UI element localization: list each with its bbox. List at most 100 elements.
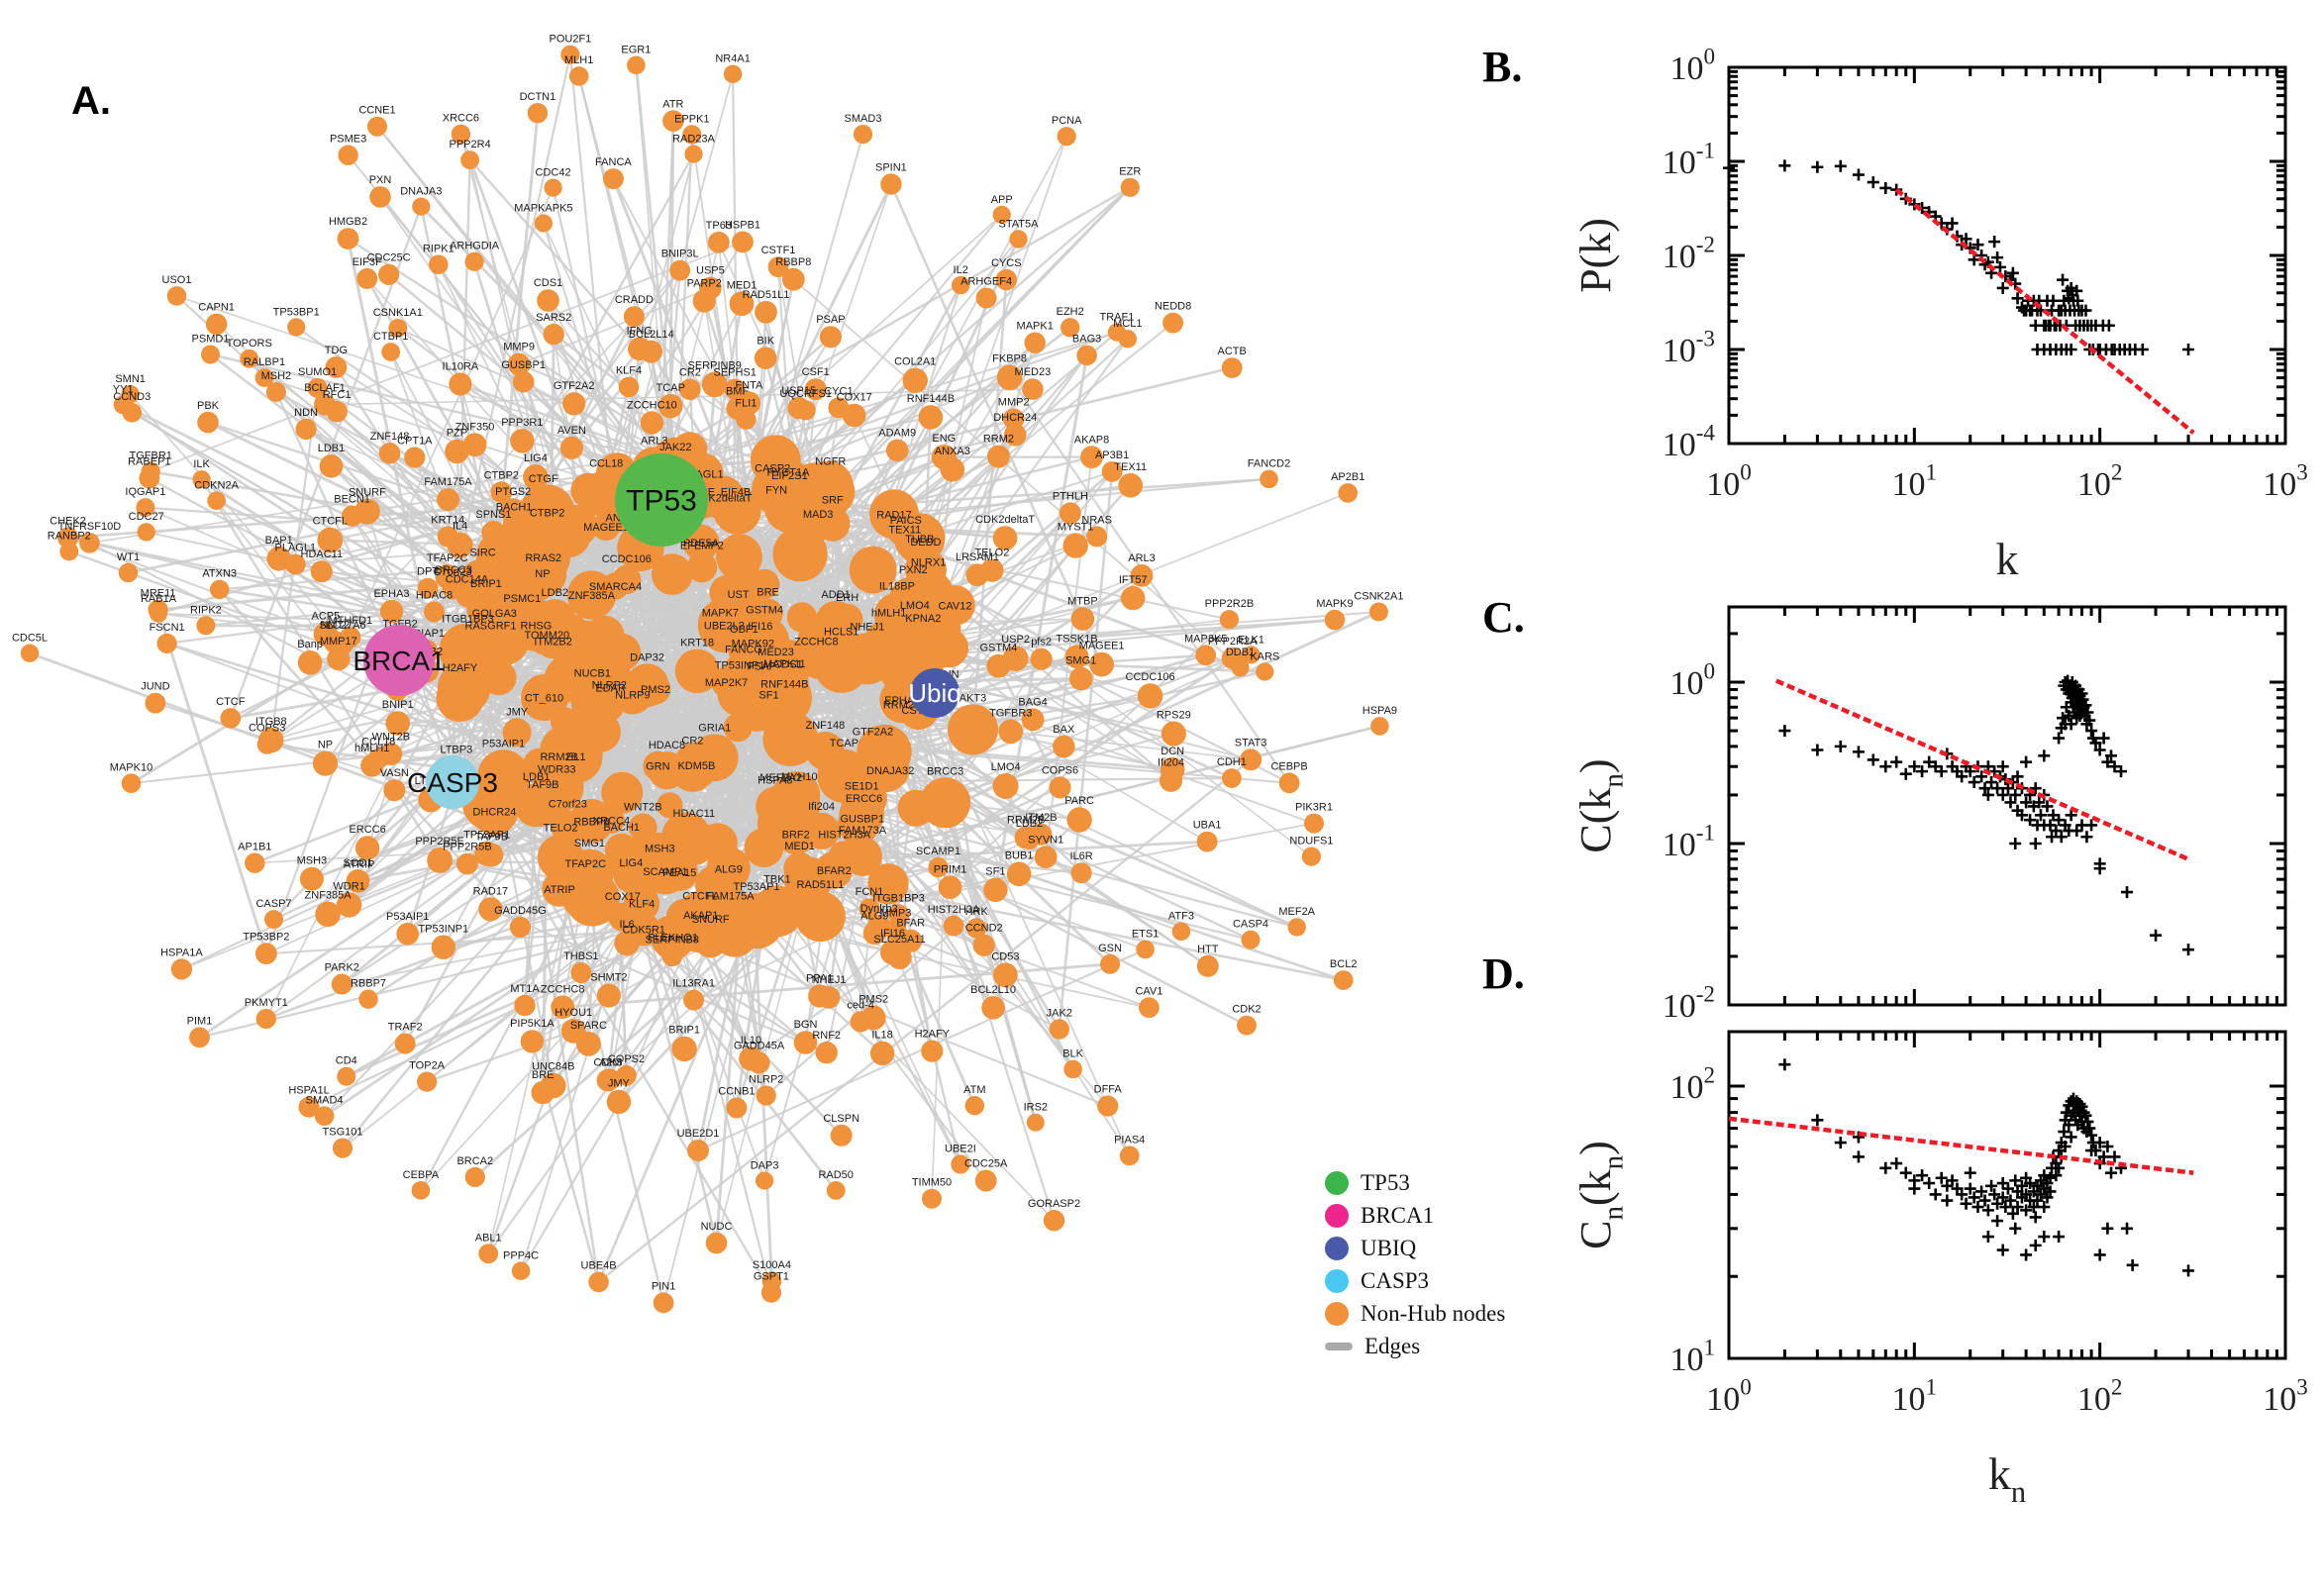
network-node <box>310 560 333 583</box>
network-node <box>388 319 408 338</box>
gene-label: GUSBP1 <box>501 359 546 371</box>
network-node <box>150 604 167 623</box>
network-node <box>192 470 211 489</box>
gene-label: HRK <box>965 906 989 918</box>
gene-label: RAD51L1 <box>743 289 790 301</box>
gene-label: WDR1 <box>333 880 364 892</box>
gene-label: DEDD <box>910 537 941 549</box>
panel-d-label: D. <box>1482 949 1525 998</box>
network-node <box>886 511 923 548</box>
gene-label: TP53AP1 <box>463 830 510 842</box>
gene-label: KLF4 <box>616 365 642 377</box>
gene-label: hMLH1 <box>871 607 906 619</box>
network-node <box>523 464 549 490</box>
network-hubs: TP53 BRCA1 CASP3 Ubiq <box>353 453 961 809</box>
gene-label: BACH1 <box>496 502 533 514</box>
gene-label: CCNB1 <box>718 1086 755 1098</box>
network-node <box>445 439 469 464</box>
network-node <box>381 343 401 361</box>
hub-casp3: CASP3 <box>407 755 498 809</box>
gene-label: GUSBP1 <box>840 814 884 826</box>
gene-label: FANCG <box>725 645 762 656</box>
gene-label: PRIM1 <box>934 863 967 875</box>
gene-label: NDUFS1 <box>1289 836 1333 848</box>
network-node <box>772 771 821 820</box>
gene-label: RASGRF1 <box>465 621 517 633</box>
brca1-dot-icon <box>1325 1204 1349 1228</box>
network-node <box>998 719 1023 745</box>
gene-label: LMO4 <box>991 761 1021 773</box>
gene-label: ELK1 <box>1238 634 1264 646</box>
gene-label: HSPA1L <box>288 1085 329 1097</box>
network-node <box>885 439 909 462</box>
gene-label: UQCRFS1 <box>779 388 832 400</box>
gene-label: CSNK1A1 <box>373 307 423 319</box>
gene-label: CCDC106 <box>1126 671 1175 683</box>
gene-label: KRT18 <box>680 638 714 649</box>
network-node <box>520 1030 545 1053</box>
gene-label: USP5 <box>696 265 725 277</box>
network-node <box>431 935 455 959</box>
gene-label: CCND3 <box>113 391 151 403</box>
network-node <box>254 368 274 387</box>
gene-label: GADD45G <box>494 905 547 917</box>
network-node <box>972 934 995 956</box>
network-node <box>1160 756 1185 782</box>
gene-label: ARHGEF4 <box>960 276 1012 288</box>
network-node <box>460 150 479 170</box>
network-node <box>921 1040 944 1062</box>
gene-label: TOMM20 <box>524 630 569 642</box>
gene-label: AKT3 <box>960 692 987 704</box>
network-node <box>336 892 362 918</box>
gene-label: CTBP2 <box>530 508 564 520</box>
network-node <box>671 1036 697 1062</box>
gene-label: FAM175A <box>424 476 472 488</box>
network-node <box>1222 768 1242 788</box>
gene-label: DDB1 <box>1226 647 1255 658</box>
network-node <box>1021 708 1045 732</box>
gene-label: HDAC8 <box>649 740 685 751</box>
axis-label: Cn(kn) <box>1571 1141 1629 1249</box>
gene-label: BRF2 <box>782 830 810 842</box>
gene-label: MCL1 <box>1113 318 1142 330</box>
gene-label: IFI16 <box>880 928 905 940</box>
network-node <box>711 910 758 957</box>
network-node <box>760 1282 782 1303</box>
gene-label: RNF144B <box>760 678 808 690</box>
gene-label: DPT <box>417 566 439 578</box>
network-node <box>826 1181 846 1200</box>
gene-label: BCLAF1 <box>304 382 346 394</box>
gene-label: APP <box>991 194 1013 206</box>
gene-label: DHCR24 <box>472 807 516 819</box>
gene-label: PSAP <box>747 661 775 673</box>
tick-label: 10-2 <box>1663 233 1715 275</box>
network-node <box>1324 609 1346 631</box>
gene-label: SMAD3 <box>845 113 882 125</box>
gene-label: RAD17 <box>876 509 911 521</box>
gene-label: TCAP <box>656 382 685 394</box>
hub-node <box>615 453 708 547</box>
network-node <box>464 251 484 271</box>
network-node <box>1120 177 1140 197</box>
gene-label: MAGEE1 <box>583 522 629 534</box>
gene-label: HTT <box>1197 944 1219 955</box>
gene-label: CDH1 <box>1217 756 1247 768</box>
gene-label: CR2 <box>679 367 701 379</box>
gene-label: BACH1 <box>603 822 640 834</box>
gene-label: NEDD8 <box>1155 301 1191 313</box>
gene-label: SNURF <box>349 487 386 499</box>
gene-label: JAK22 <box>659 442 691 453</box>
network-node <box>1221 647 1244 669</box>
data-points <box>1778 1058 2195 1277</box>
gene-label: TOPORS <box>227 338 272 349</box>
gene-label: CDK2deltaT <box>975 514 1035 526</box>
gene-label: AP3B1 <box>1095 449 1129 461</box>
gene-label: PPP2R4 <box>449 139 490 150</box>
network-node <box>166 286 187 306</box>
gene-label: NLRP9 <box>615 689 650 701</box>
gene-label: ARL3 <box>641 435 668 447</box>
network-node <box>887 945 912 970</box>
gene-label: GSPT1 <box>754 1271 789 1283</box>
casp3-dot-icon <box>1325 1269 1349 1293</box>
gene-label: NUDC <box>701 1221 733 1233</box>
